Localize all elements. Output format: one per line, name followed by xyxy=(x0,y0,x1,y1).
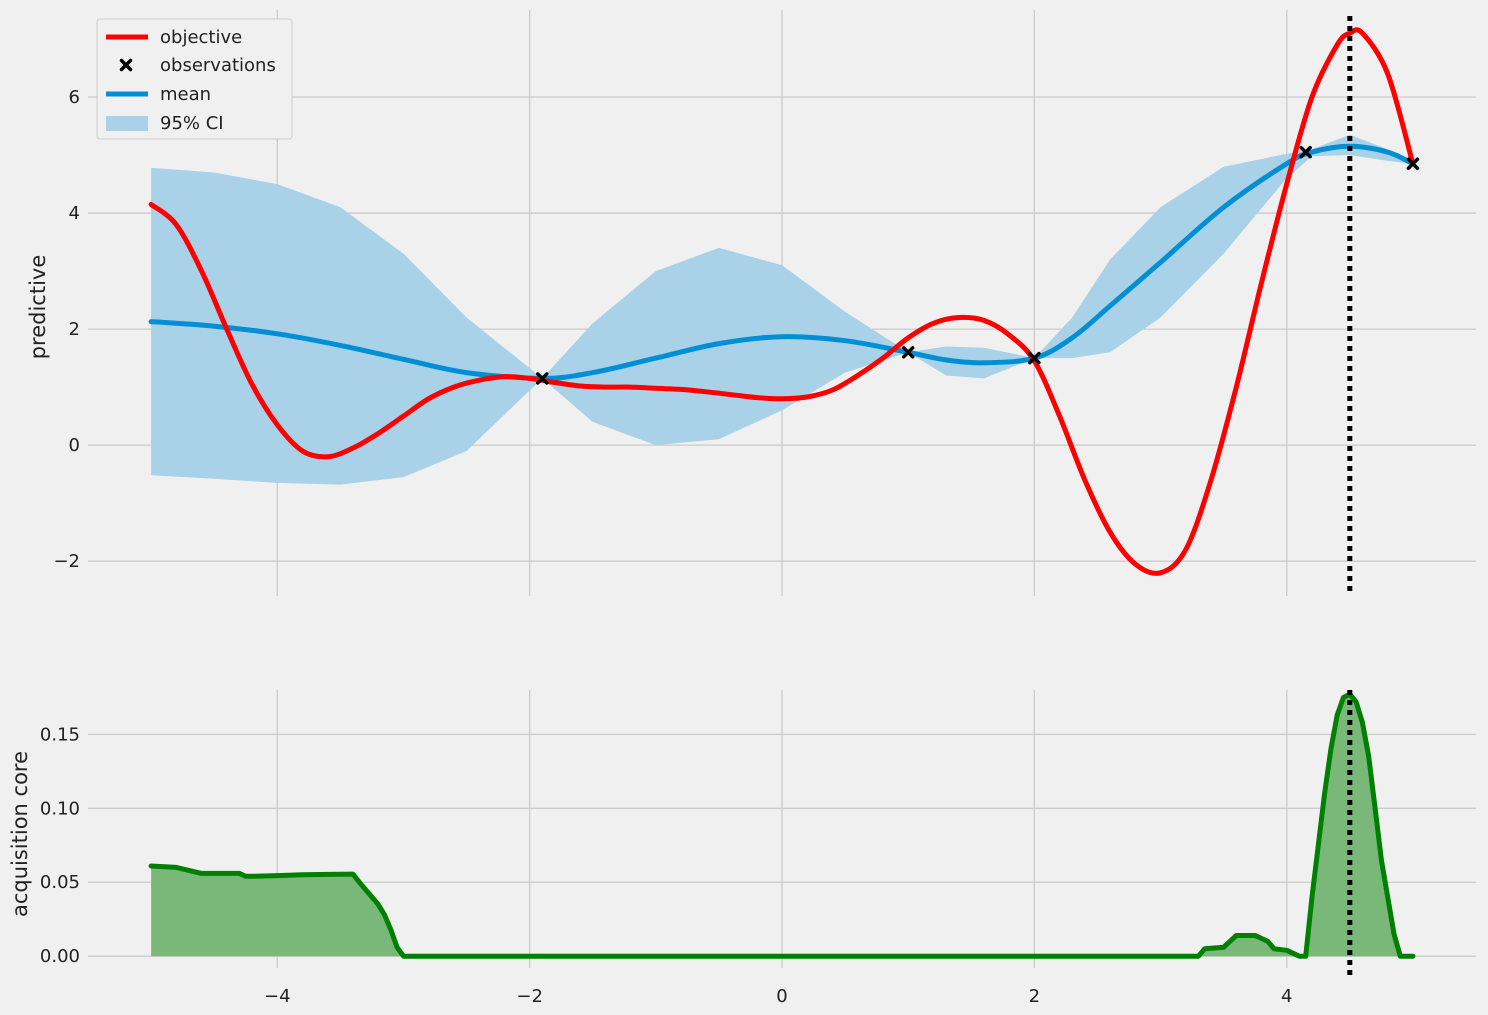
predictive-y-axis-title: predictive xyxy=(26,255,50,360)
predictive-y-tick-label: 6 xyxy=(69,87,80,108)
observation-marker xyxy=(536,372,549,385)
observation-marker xyxy=(1028,351,1041,365)
acquisition-y-tick-label: 0.10 xyxy=(40,798,80,819)
observation-marker xyxy=(901,346,915,359)
observation-marker xyxy=(1299,145,1312,159)
ci-band xyxy=(151,134,1413,485)
predictive-y-tick-label: −2 xyxy=(53,551,80,572)
acquisition-area-layer xyxy=(148,691,1416,959)
predictive-y-tick-label: 0 xyxy=(69,435,80,456)
observation-markers-layer xyxy=(536,145,1420,385)
legend: objective observations mean 95% CI xyxy=(96,18,293,140)
acquisition-y-tick-label: 0.05 xyxy=(40,872,80,893)
acquisition-x-ticks: −4 −2 0 2 4 xyxy=(264,986,1292,1007)
legend-frame xyxy=(96,18,293,140)
acquisition-y-tick-label: 0.00 xyxy=(40,946,80,967)
acquisition-y-axis-title: acquisition core xyxy=(8,751,32,917)
predictive-panel: −2 0 2 4 6 predictive objective observations m… xyxy=(26,10,1476,596)
legend-label: mean xyxy=(160,84,211,105)
objective-line xyxy=(148,27,1416,576)
predictive-y-tick-label: 4 xyxy=(69,203,80,224)
acquisition-y-tick-label: 0.15 xyxy=(40,724,80,745)
acquisition-x-tick-label: 0 xyxy=(776,986,787,1007)
legend-label: 95% CI xyxy=(160,113,224,134)
legend-label: objective xyxy=(160,27,242,48)
predictive-y-tick-label: 2 xyxy=(69,319,80,340)
acquisition-x-tick-label: −2 xyxy=(516,986,543,1007)
acquisition-x-tick-label: 4 xyxy=(1281,986,1292,1007)
acquisition-x-tick-label: 2 xyxy=(1029,986,1040,1007)
predictive-y-ticks: −2 0 2 4 6 xyxy=(53,87,80,572)
ci-band-layer xyxy=(151,134,1413,485)
observation-marker xyxy=(1406,157,1420,171)
acquisition-line xyxy=(148,691,1416,959)
legend-label: observations xyxy=(160,55,276,76)
legend-observations-swatch xyxy=(119,58,133,72)
acquisition-fill xyxy=(151,694,1413,957)
acquisition-x-tick-label: −4 xyxy=(264,986,291,1007)
acquisition-y-ticks: 0.00 0.05 0.10 0.15 xyxy=(40,724,80,967)
legend-ci-swatch xyxy=(106,116,148,131)
acquisition-panel: 0.00 0.05 0.10 0.15 −4 −2 0 2 4 acquisition cor… xyxy=(8,690,1476,1007)
